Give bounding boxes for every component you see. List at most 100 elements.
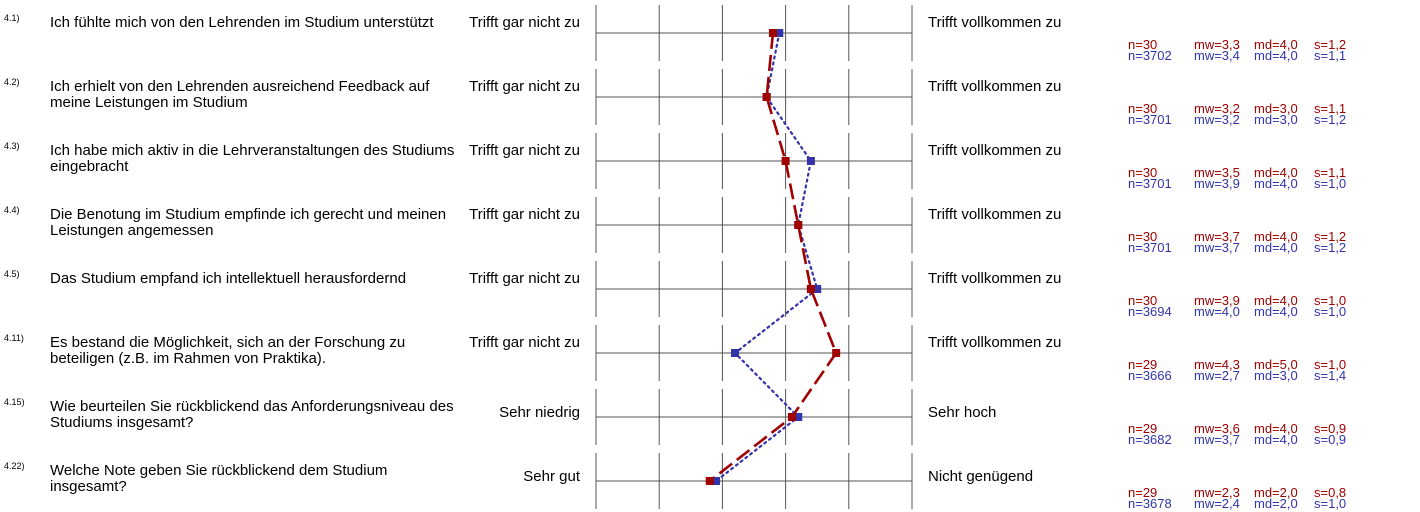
reference-point <box>712 477 721 485</box>
right-anchor-label: Trifft vollkommen zu <box>928 206 1062 223</box>
left-anchor-label: Trifft gar nicht zu <box>469 78 580 95</box>
ref-stat-n: n=3701 <box>1128 112 1172 127</box>
reference-point <box>731 349 740 357</box>
group-stat-md: md=2,0 <box>1254 485 1298 500</box>
group-stat-n: n=30 <box>1128 101 1158 116</box>
left-anchor-label: Trifft gar nicht zu <box>469 206 580 223</box>
item-number: 4.1) <box>4 13 20 23</box>
group-stat-mw: mw=3,3 <box>1194 37 1240 52</box>
group-point <box>832 349 841 357</box>
right-anchor-label: Trifft vollkommen zu <box>928 270 1062 287</box>
right-anchor-label: Sehr hoch <box>928 404 997 421</box>
ref-stat-mw: mw=3,7 <box>1194 240 1240 255</box>
ref-stat-s: s=1,4 <box>1314 368 1347 383</box>
group-stat-mw: mw=3,5 <box>1194 165 1240 180</box>
ref-stat-mw: mw=3,7 <box>1194 432 1240 447</box>
group-stat-s: s=1,0 <box>1314 357 1347 372</box>
reference-point <box>806 157 815 165</box>
item-number: 4.11) <box>4 333 24 343</box>
ref-stat-s: s=1,0 <box>1314 496 1347 511</box>
ref-stat-md: md=4,0 <box>1254 432 1298 447</box>
item-number: 4.2) <box>4 77 20 87</box>
group-stat-s: s=1,2 <box>1314 37 1347 52</box>
group-stat-md: md=4,0 <box>1254 37 1298 52</box>
left-anchor-label: Trifft gar nicht zu <box>469 14 580 31</box>
left-anchor-label: Trifft gar nicht zu <box>469 270 580 287</box>
group-stat-s: s=1,2 <box>1314 229 1347 244</box>
group-stat-md: md=4,0 <box>1254 229 1298 244</box>
reference-series-line <box>714 31 819 483</box>
group-stat-mw: mw=4,3 <box>1194 357 1240 372</box>
ref-stat-md: md=4,0 <box>1254 48 1298 63</box>
ref-stat-n: n=3701 <box>1128 240 1172 255</box>
ref-stat-n: n=3694 <box>1128 304 1172 319</box>
ref-stat-n: n=3702 <box>1128 48 1172 63</box>
question-text: Es bestand die Möglichkeit, sich an der … <box>50 334 406 367</box>
ref-stat-s: s=1,0 <box>1314 304 1347 319</box>
group-stat-md: md=3,0 <box>1254 101 1298 116</box>
ref-stat-s: s=0,9 <box>1314 432 1347 447</box>
ref-stat-n: n=3701 <box>1128 176 1172 191</box>
right-anchor-label: Trifft vollkommen zu <box>928 334 1062 351</box>
left-anchor-label: Trifft gar nicht zu <box>469 142 580 159</box>
ref-stat-s: s=1,1 <box>1314 48 1347 63</box>
group-point <box>768 29 777 37</box>
ref-stat-s: s=1,2 <box>1314 240 1347 255</box>
group-point <box>794 221 803 229</box>
question-text: Ich erhielt von den Lehrenden ausreichen… <box>50 78 430 111</box>
ref-stat-md: md=2,0 <box>1254 496 1298 511</box>
group-stat-mw: mw=3,9 <box>1194 293 1240 308</box>
ref-stat-n: n=3682 <box>1128 432 1172 447</box>
question-text: Die Benotung im Studium empfinde ich ger… <box>50 206 447 239</box>
question-text: Ich fühlte mich von den Lehrenden im Stu… <box>50 14 434 31</box>
group-stat-s: s=1,1 <box>1314 165 1347 180</box>
group-stat-n: n=29 <box>1128 485 1158 500</box>
group-point <box>787 413 796 421</box>
ref-stat-mw: mw=4,0 <box>1194 304 1240 319</box>
right-anchor-label: Nicht genügend <box>928 468 1034 485</box>
group-point <box>762 93 771 101</box>
ref-stat-mw: mw=2,4 <box>1194 496 1240 511</box>
right-anchor-label: Trifft vollkommen zu <box>928 78 1062 95</box>
group-stat-mw: mw=2,3 <box>1194 485 1240 500</box>
group-stat-s: s=0,8 <box>1314 485 1347 500</box>
group-stat-n: n=30 <box>1128 165 1158 180</box>
group-point <box>806 285 815 293</box>
question-text: Welche Note geben Sie rückblickend dem S… <box>50 462 388 495</box>
item-number: 4.4) <box>4 205 20 215</box>
ref-stat-s: s=1,2 <box>1314 112 1347 127</box>
ref-stat-n: n=3678 <box>1128 496 1172 511</box>
item-number: 4.22) <box>4 461 25 471</box>
question-text: Ich habe mich aktiv in die Lehrveranstal… <box>50 142 455 175</box>
left-anchor-label: Sehr niedrig <box>499 404 580 421</box>
ref-stat-mw: mw=3,2 <box>1194 112 1240 127</box>
reference-point <box>813 285 822 293</box>
ref-stat-mw: mw=3,9 <box>1194 176 1240 191</box>
question-text: Wie beurteilen Sie rückblickend das Anfo… <box>50 398 454 431</box>
group-point <box>781 157 790 165</box>
question-text: Das Studium empfand ich intellektuell he… <box>50 270 407 287</box>
reference-point <box>775 29 784 37</box>
group-stat-s: s=0,9 <box>1314 421 1347 436</box>
ref-stat-md: md=3,0 <box>1254 112 1298 127</box>
group-stat-s: s=1,0 <box>1314 293 1347 308</box>
group-stat-md: md=5,0 <box>1254 357 1298 372</box>
item-number: 4.15) <box>4 397 25 407</box>
group-stat-md: md=4,0 <box>1254 165 1298 180</box>
group-stat-md: md=4,0 <box>1254 293 1298 308</box>
group-stat-s: s=1,1 <box>1314 101 1347 116</box>
ref-stat-md: md=4,0 <box>1254 176 1298 191</box>
ref-stat-n: n=3666 <box>1128 368 1172 383</box>
item-number: 4.3) <box>4 141 20 151</box>
group-stat-mw: mw=3,2 <box>1194 101 1240 116</box>
ref-stat-mw: mw=3,4 <box>1194 48 1240 63</box>
left-anchor-label: Sehr gut <box>523 468 580 485</box>
group-point <box>705 477 714 485</box>
right-anchor-label: Trifft vollkommen zu <box>928 142 1062 159</box>
ref-stat-s: s=1,0 <box>1314 176 1347 191</box>
group-stat-n: n=30 <box>1128 37 1158 52</box>
group-stat-mw: mw=3,7 <box>1194 229 1240 244</box>
group-stat-n: n=29 <box>1128 357 1158 372</box>
group-stat-mw: mw=3,6 <box>1194 421 1240 436</box>
